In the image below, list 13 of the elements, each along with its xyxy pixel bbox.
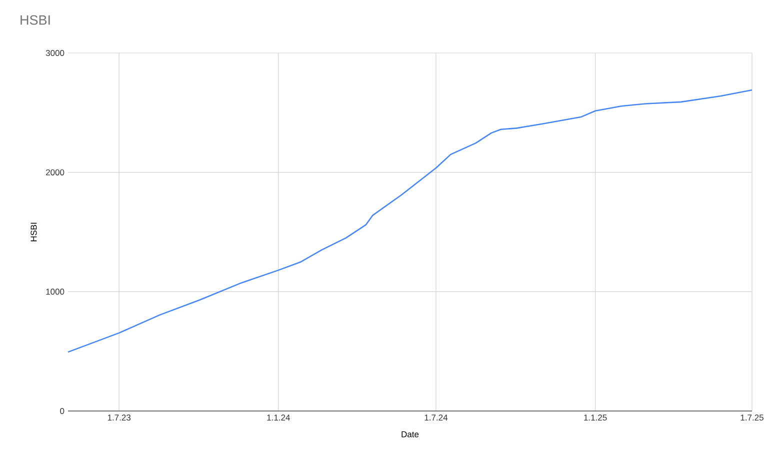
y-tick-label: 0 <box>60 408 64 414</box>
x-tick-label: 1.1.24 <box>267 414 290 420</box>
y-tick-label: 3000 <box>46 50 64 56</box>
line-series <box>67 89 753 353</box>
y-tick-label: 2000 <box>46 169 64 176</box>
x-tick-label: 1.1.25 <box>584 414 607 421</box>
x-axis-title: Date <box>402 431 419 438</box>
chart-title: HSBI <box>20 15 50 25</box>
x-tick-label: 1.7.23 <box>108 414 131 421</box>
x-tick-label: 1.7.24 <box>424 414 448 420</box>
x-tick-label: 1.7.25 <box>740 414 764 421</box>
y-tick-label: 1000 <box>46 288 64 295</box>
y-axis-title: HSBI <box>30 222 37 242</box>
